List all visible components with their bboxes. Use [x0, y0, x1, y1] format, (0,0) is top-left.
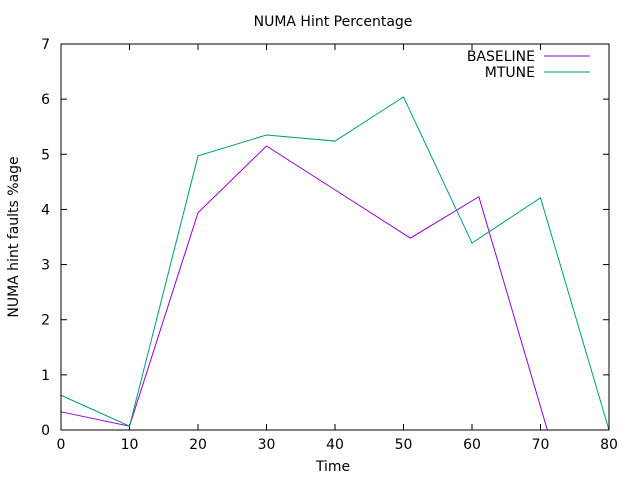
- x-tick-label: 60: [463, 437, 481, 453]
- y-tick-label: 6: [41, 92, 50, 108]
- legend-label: MTUNE: [485, 65, 535, 81]
- x-tick-label: 20: [189, 437, 207, 453]
- y-tick-label: 4: [41, 202, 50, 218]
- y-tick-label: 3: [41, 258, 50, 274]
- y-tick-label: 5: [41, 147, 50, 163]
- x-tick-label: 30: [258, 437, 276, 453]
- x-tick-label: 50: [395, 437, 413, 453]
- series-line-mtune: [60, 96, 610, 431]
- x-tick-label: 40: [326, 437, 344, 453]
- chart-title: NUMA Hint Percentage: [254, 14, 413, 30]
- y-tick-label: 7: [41, 37, 50, 53]
- plot-frame: [60, 43, 610, 431]
- y-axis-label: NUMA hint faults %age: [6, 156, 22, 317]
- x-tick-label: 80: [600, 437, 618, 453]
- x-tick-label: 70: [532, 437, 550, 453]
- x-tick-label: 10: [121, 437, 139, 453]
- legend-label: BASELINE: [467, 49, 535, 65]
- x-axis-label: Time: [315, 459, 350, 475]
- series-line-baseline: [60, 145, 548, 431]
- y-tick-label: 2: [41, 313, 50, 329]
- y-tick-label: 1: [41, 368, 50, 384]
- x-tick-label: 0: [57, 437, 66, 453]
- y-tick-label: 0: [41, 423, 50, 439]
